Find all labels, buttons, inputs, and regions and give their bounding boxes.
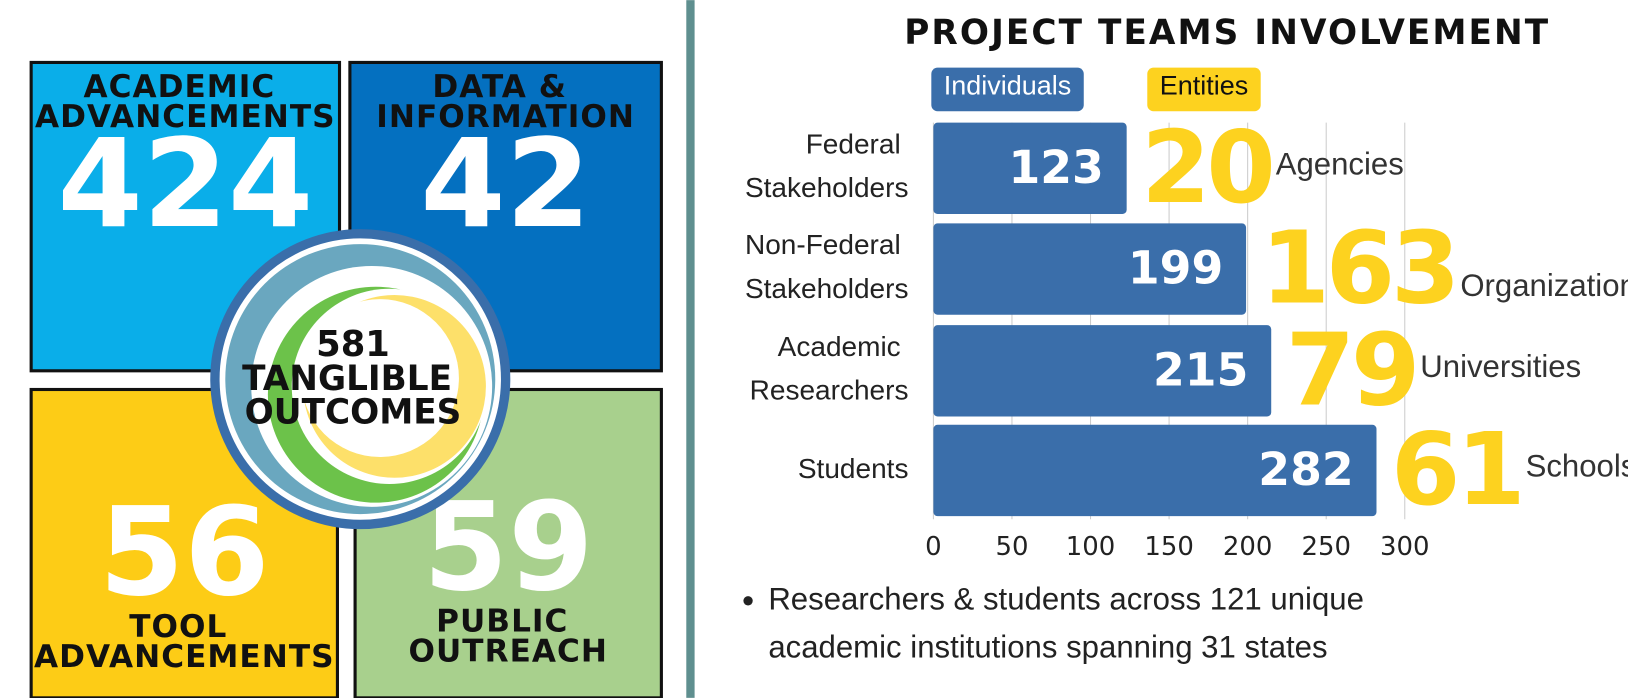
outcome-label: DATA & INFORMATION [376,69,635,135]
outcome-label-line: ACADEMIC [83,69,287,105]
note-list: Researchers & students across 121 unique… [727,576,1475,672]
category-label: Students [798,453,909,484]
note-box: Researchers & students across 121 unique… [727,576,1475,690]
outcome-label-line: PUBLIC [436,604,580,640]
outcome-value: 42 [420,112,590,255]
x-tick-label: 50 [995,532,1028,562]
note: Researchers & students across 121 unique… [768,576,1474,672]
legend-swatch [1147,67,1261,112]
outcome-label-line: OUTREACH [408,634,607,670]
outcome-label-line: TOOL [129,609,239,645]
x-tick-label: 100 [1066,532,1116,562]
outcome-value: 56 [99,480,269,623]
entity-label: Universities [1420,349,1581,384]
entity-label: Organizations [1460,268,1628,303]
total-label: TANGLIBLE OUTCOMES [242,359,464,432]
total-value: 581 [316,324,390,365]
category-label-line: Researchers [750,375,909,406]
x-tick-label: 150 [1144,532,1194,562]
bar-value-label: 199 [1128,242,1223,295]
ring-white [301,299,459,457]
category-label-line: Federal [806,129,909,160]
legend-swatch [931,67,1084,112]
bar [933,223,1247,315]
bar-value-label: 215 [1153,343,1248,396]
divider [686,0,695,698]
bar [933,122,1127,215]
outcome-label-line: INFORMATION [376,99,635,135]
bar-value-label: 282 [1258,443,1353,496]
outcome-label: PUBLIC OUTREACH [408,604,607,670]
total-label-line: TANGLIBLE [242,359,464,399]
category-label-line: Academic [778,331,909,362]
total-label-line: OUTCOMES [245,392,462,432]
outcome-label-line: ADVANCEMENTS [35,99,336,135]
entity-label: Agencies [1276,146,1404,181]
entity-value: 20 [1141,109,1271,226]
outcome-label: TOOL ADVANCEMENTS [34,609,335,675]
entity-value: 61 [1391,411,1521,528]
entity-value: 79 [1286,311,1416,428]
x-tick-label: 200 [1223,532,1273,562]
outcome-label-line: ADVANCEMENTS [34,639,335,675]
category-label-line: Non-Federal [745,230,908,261]
legend-label: Entities [1160,70,1249,100]
entity-label: Schools [1526,449,1628,484]
x-tick-label: 0 [925,532,942,562]
outcome-value: 424 [57,112,313,255]
outcome-label: ACADEMIC ADVANCEMENTS [35,69,336,135]
x-tick-label: 300 [1380,532,1430,562]
chart-title: PROJECT TEAMS INVOLVEMENT [904,13,1550,53]
x-tick-label: 250 [1301,532,1351,562]
bar [933,325,1272,417]
category-label: Academic Researchers [750,331,909,406]
outcome-label-line: DATA & [432,69,578,105]
outcome-value: 59 [423,475,593,618]
bar [933,424,1377,517]
category-label-line: Stakeholders [745,173,909,204]
entity-value: 163 [1261,210,1457,327]
bar-value-label: 123 [1008,141,1103,194]
legend-label: Individuals [944,70,1072,100]
category-label-line: Stakeholders [745,273,909,304]
category-label: Federal Stakeholders [745,129,909,204]
category-label: Non-Federal Stakeholders [745,230,909,305]
